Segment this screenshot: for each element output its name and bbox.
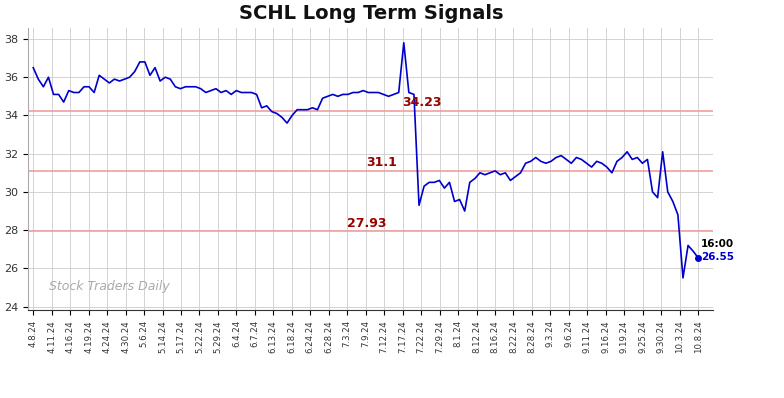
Text: 31.1: 31.1 [365, 156, 397, 169]
Text: 27.93: 27.93 [347, 217, 387, 230]
Text: 34.23: 34.23 [403, 96, 442, 109]
Text: 26.55: 26.55 [701, 252, 734, 262]
Text: Stock Traders Daily: Stock Traders Daily [49, 281, 169, 293]
Text: 16:00: 16:00 [701, 239, 734, 250]
Title: SCHL Long Term Signals: SCHL Long Term Signals [238, 4, 503, 23]
